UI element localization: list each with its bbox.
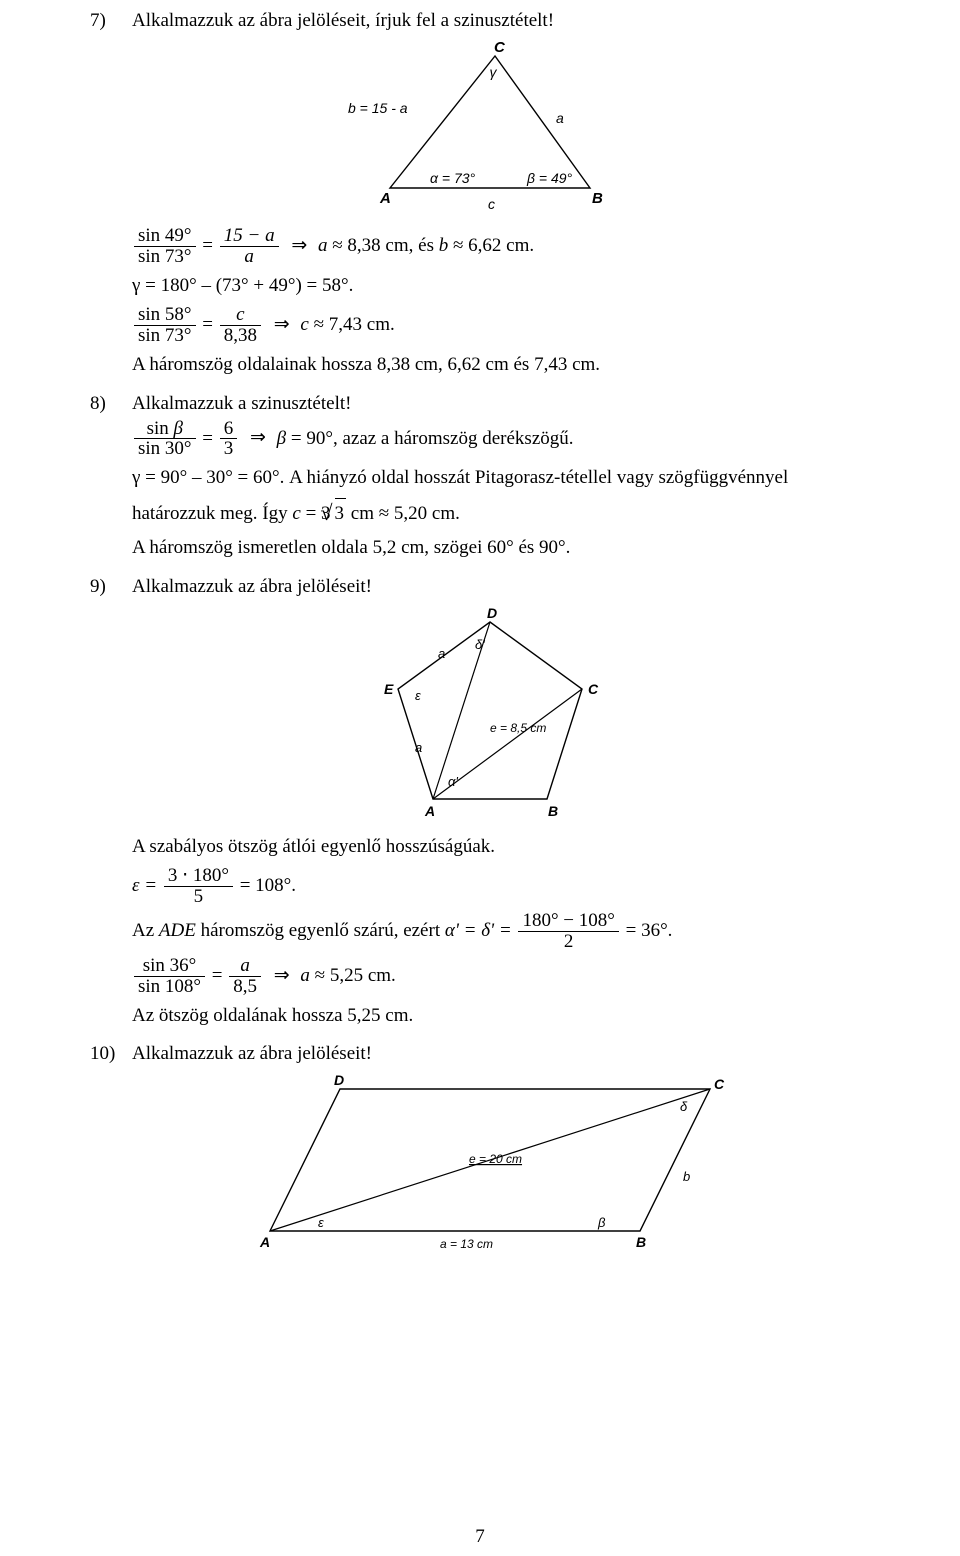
- problem-number: 10): [90, 1043, 132, 1065]
- problem-8: 8) Alkalmazzuk a szinusztételt!: [90, 393, 890, 415]
- label-b: b: [683, 1169, 690, 1184]
- problem-title: Alkalmazzuk az ábra jelöléseit!: [132, 1043, 890, 1065]
- problem-title: Alkalmazzuk az ábra jelöléseit!: [132, 576, 890, 598]
- vertex-C: C: [588, 681, 599, 697]
- problem-7: 7) Alkalmazzuk az ábra jelöléseit, írjuk…: [90, 10, 890, 32]
- label-delta: δ: [680, 1099, 688, 1114]
- vertex-E: E: [384, 681, 394, 697]
- side-c: c: [488, 196, 495, 212]
- label-e: e = 8,5 cm: [490, 721, 546, 735]
- problem-9: 9) Alkalmazzuk az ábra jelöléseit!: [90, 576, 890, 598]
- side-a: a: [556, 110, 564, 126]
- page: 7) Alkalmazzuk az ábra jelöléseit, írjuk…: [0, 0, 960, 1556]
- label-delta: δ': [475, 637, 485, 652]
- vertex-A: A: [379, 190, 391, 207]
- page-number: 7: [0, 1526, 960, 1548]
- pentagon-diagram: D C B A E a a δ' ε α' e = 8,5 cm: [360, 604, 620, 824]
- label-eps: ε: [318, 1215, 324, 1230]
- p8-line3: A háromszög ismeretlen oldala 5,2 cm, sz…: [132, 533, 890, 563]
- label-a1: a: [438, 646, 445, 661]
- problem-9-work: A szabályos ötszög átlói egyenlő hosszús…: [90, 832, 890, 1031]
- gamma-line: γ = 180° – (73° + 49°) = 58°.: [132, 271, 890, 301]
- triangle-diagram: C A B γ b = 15 - a a α = 73° β = 49° c: [330, 38, 650, 218]
- label-a: a = 13 cm: [440, 1237, 493, 1251]
- p8-line2a: γ = 90° – 30° = 60°. A hiányzó oldal hos…: [132, 463, 890, 493]
- vertex-B: B: [548, 803, 558, 819]
- p7-end: A háromszög oldalainak hossza 8,38 cm, 6…: [132, 350, 890, 380]
- angle-alpha: α = 73°: [430, 170, 476, 186]
- p9-end: Az ötszög oldalának hossza 5,25 cm.: [132, 1001, 890, 1031]
- label-e: e = 20 cm: [469, 1152, 522, 1166]
- label-a2: a: [415, 740, 422, 755]
- vertex-D: D: [334, 1072, 344, 1088]
- problem-number: 7): [90, 10, 132, 32]
- vertex-A: A: [259, 1234, 270, 1250]
- problem-number: 9): [90, 576, 132, 598]
- problem-title: Alkalmazzuk az ábra jelöléseit, írjuk fe…: [132, 10, 890, 32]
- label-eps: ε: [415, 688, 421, 703]
- problem-title: Alkalmazzuk a szinusztételt!: [132, 393, 890, 415]
- vertex-A: A: [424, 803, 435, 819]
- angle-beta: β = 49°: [526, 170, 573, 186]
- label-beta: β: [597, 1215, 606, 1230]
- p9-line1: A szabályos ötszög átlói egyenlő hosszús…: [132, 832, 890, 862]
- angle-gamma: γ: [490, 64, 498, 80]
- vertex-D: D: [487, 605, 497, 621]
- parallelogram-diagram: D C B A e = 20 cm a = 13 cm b ε β δ: [240, 1071, 740, 1261]
- problem-number: 8): [90, 393, 132, 415]
- problem-8-work: sin βsin 30° = 63 ⇒ β = 90°, azaz a háro…: [90, 419, 890, 564]
- vertex-B: B: [592, 190, 603, 207]
- vertex-C: C: [714, 1076, 725, 1092]
- problem-7-work: sin 49°sin 73° = 15 − aa ⇒ a ≈ 8,38 cm, …: [90, 226, 890, 381]
- problem-10: 10) Alkalmazzuk az ábra jelöléseit!: [90, 1043, 890, 1065]
- side-b: b = 15 - a: [348, 100, 408, 116]
- label-alpha: α': [448, 774, 458, 789]
- vertex-C: C: [494, 39, 506, 56]
- vertex-B: B: [636, 1234, 646, 1250]
